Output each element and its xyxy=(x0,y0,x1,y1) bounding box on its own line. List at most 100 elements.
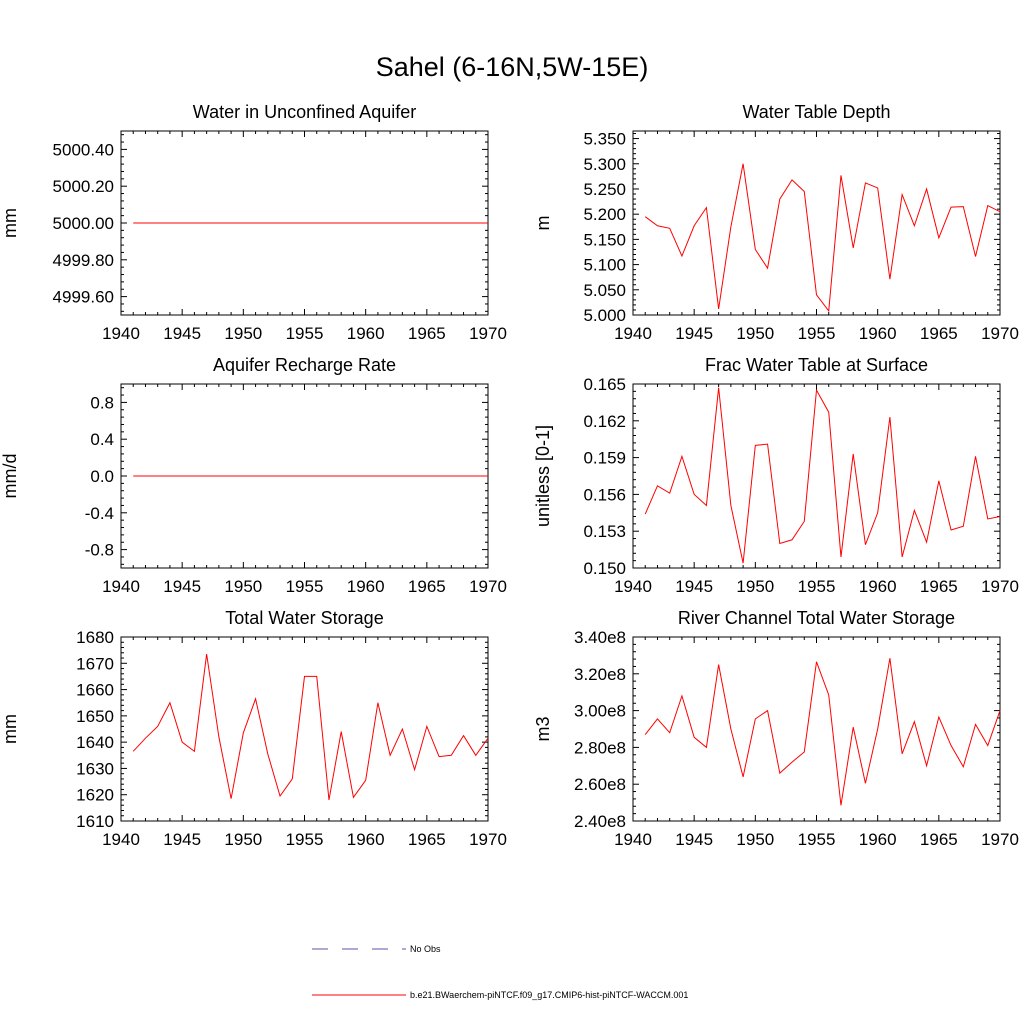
y-axis-label: mm xyxy=(0,208,20,238)
y-tick-label: 5.000 xyxy=(583,306,626,325)
y-tick-label: 0.153 xyxy=(583,522,626,541)
x-tick-label: 1960 xyxy=(347,324,385,343)
y-axis-label: mm/d xyxy=(0,454,20,499)
y-tick-label: 0.8 xyxy=(90,393,114,412)
x-tick-label: 1965 xyxy=(408,577,446,596)
x-tick-label: 1940 xyxy=(102,830,140,849)
y-tick-label: 5.100 xyxy=(583,256,626,275)
y-tick-label: 5.150 xyxy=(583,230,626,249)
y-tick-label: 5.050 xyxy=(583,281,626,300)
y-tick-label: 1630 xyxy=(76,759,114,778)
x-tick-label: 1965 xyxy=(408,830,446,849)
series-line-1 xyxy=(644,163,1001,313)
y-axis-label: mm xyxy=(0,714,20,744)
y-tick-label: 1650 xyxy=(76,707,114,726)
x-tick-label: 1940 xyxy=(102,577,140,596)
x-tick-label: 1945 xyxy=(675,324,713,343)
series-line-1 xyxy=(644,658,1001,806)
x-tick-label: 1950 xyxy=(736,324,774,343)
y-tick-label: 1670 xyxy=(76,654,114,673)
x-tick-label: 1940 xyxy=(614,830,652,849)
y-tick-label: 2.60e8 xyxy=(574,775,626,794)
x-tick-label: 1965 xyxy=(920,577,958,596)
panel-title: Water in Unconfined Aquifer xyxy=(193,102,416,122)
y-tick-label: 2.80e8 xyxy=(574,738,626,757)
x-tick-label: 1950 xyxy=(224,577,262,596)
y-tick-label: 0.156 xyxy=(583,485,626,504)
y-tick-label: 5.350 xyxy=(583,130,626,149)
panel-title: River Channel Total Water Storage xyxy=(678,608,955,628)
x-tick-label: 1955 xyxy=(286,830,324,849)
panel-title: Frac Water Table at Surface xyxy=(705,355,928,375)
x-tick-label: 1955 xyxy=(798,830,836,849)
x-tick-label: 1960 xyxy=(347,577,385,596)
y-tick-label: 0.165 xyxy=(583,375,626,394)
x-tick-label: 1955 xyxy=(798,577,836,596)
x-tick-label: 1940 xyxy=(614,577,652,596)
x-tick-label: 1950 xyxy=(224,324,262,343)
y-tick-label: 4999.80 xyxy=(53,251,114,270)
legend-obs-label: No Obs xyxy=(410,944,441,954)
x-tick-label: 1950 xyxy=(224,830,262,849)
x-tick-label: 1945 xyxy=(163,830,201,849)
x-tick-label: 1965 xyxy=(408,324,446,343)
x-tick-label: 1965 xyxy=(920,324,958,343)
y-tick-label: 4999.60 xyxy=(53,288,114,307)
y-tick-label: 0.159 xyxy=(583,449,626,468)
series-line-1 xyxy=(132,654,489,801)
chart-panel-6: 1940 1945 1950 1955 1960 1965 1970 2.40e8 2.60e8… xyxy=(533,608,1019,849)
y-tick-label: 5.200 xyxy=(583,205,626,224)
x-tick-label: 1970 xyxy=(981,324,1019,343)
y-tick-label: 0.162 xyxy=(583,412,626,431)
y-tick-label: 1640 xyxy=(76,733,114,752)
chart-panel-1: 1940 1945 1950 1955 1960 1965 1970 4999.60 4999.… xyxy=(0,102,507,343)
y-tick-label: 1680 xyxy=(76,628,114,647)
x-tick-label: 1945 xyxy=(163,324,201,343)
chart-panel-3: 1940 1945 1950 1955 1960 1965 1970 -0.8 -0.4 0.0 0… xyxy=(0,355,507,596)
x-tick-label: 1945 xyxy=(675,830,713,849)
x-tick-label: 1950 xyxy=(736,830,774,849)
legend: No Obs b.e21.BWaerchem-piNTCF.f09_g17.CM… xyxy=(312,944,688,1000)
x-tick-label: 1955 xyxy=(286,324,324,343)
x-tick-label: 1950 xyxy=(736,577,774,596)
chart-panels: 1940 1945 1950 1955 1960 1965 1970 4999.60 4999.… xyxy=(0,102,1019,849)
chart-panel-2: 1940 1945 1950 1955 1960 1965 1970 5.000 5.050 5.… xyxy=(533,102,1019,343)
plot-frame xyxy=(120,636,489,822)
y-tick-label: 5000.00 xyxy=(53,214,114,233)
chart-panel-4: 1940 1945 1950 1955 1960 1965 1970 0.150 0.153 0.… xyxy=(533,355,1019,596)
y-tick-label: 5.250 xyxy=(583,180,626,199)
x-tick-label: 1940 xyxy=(102,324,140,343)
legend-model-label: b.e21.BWaerchem-piNTCF.f09_g17.CMIP6-his… xyxy=(410,990,688,1000)
y-axis-label: m3 xyxy=(533,716,553,741)
y-tick-label: 0.4 xyxy=(90,430,114,449)
x-tick-label: 1945 xyxy=(163,577,201,596)
chart-panel-5: 1940 1945 1950 1955 1960 1965 1970 1610 1620 1630… xyxy=(0,608,507,849)
y-axis-label: m xyxy=(533,216,553,231)
y-tick-label: 3.00e8 xyxy=(574,702,626,721)
x-tick-label: 1970 xyxy=(469,324,507,343)
x-tick-label: 1970 xyxy=(981,577,1019,596)
x-tick-label: 1960 xyxy=(347,830,385,849)
y-tick-label: 5000.20 xyxy=(53,177,114,196)
y-tick-label: 1660 xyxy=(76,681,114,700)
y-tick-label: 5.300 xyxy=(583,155,626,174)
panel-title: Water Table Depth xyxy=(742,102,890,122)
x-tick-label: 1940 xyxy=(614,324,652,343)
x-tick-label: 1970 xyxy=(981,830,1019,849)
series-line-1 xyxy=(644,387,1001,564)
y-tick-label: 0.0 xyxy=(90,467,114,486)
x-tick-label: 1945 xyxy=(675,577,713,596)
x-tick-label: 1960 xyxy=(859,324,897,343)
x-tick-label: 1955 xyxy=(798,324,836,343)
x-tick-label: 1970 xyxy=(469,830,507,849)
panel-title: Aquifer Recharge Rate xyxy=(213,355,396,375)
y-tick-label: 3.40e8 xyxy=(574,628,626,647)
y-tick-label: -0.4 xyxy=(85,504,114,523)
x-tick-label: 1970 xyxy=(469,577,507,596)
y-tick-label: 2.40e8 xyxy=(574,812,626,831)
x-tick-label: 1960 xyxy=(859,830,897,849)
y-tick-label: 1620 xyxy=(76,786,114,805)
y-axis-label: unitless [0-1] xyxy=(533,425,553,527)
figure-title: Sahel (6-16N,5W-15E) xyxy=(375,52,649,82)
